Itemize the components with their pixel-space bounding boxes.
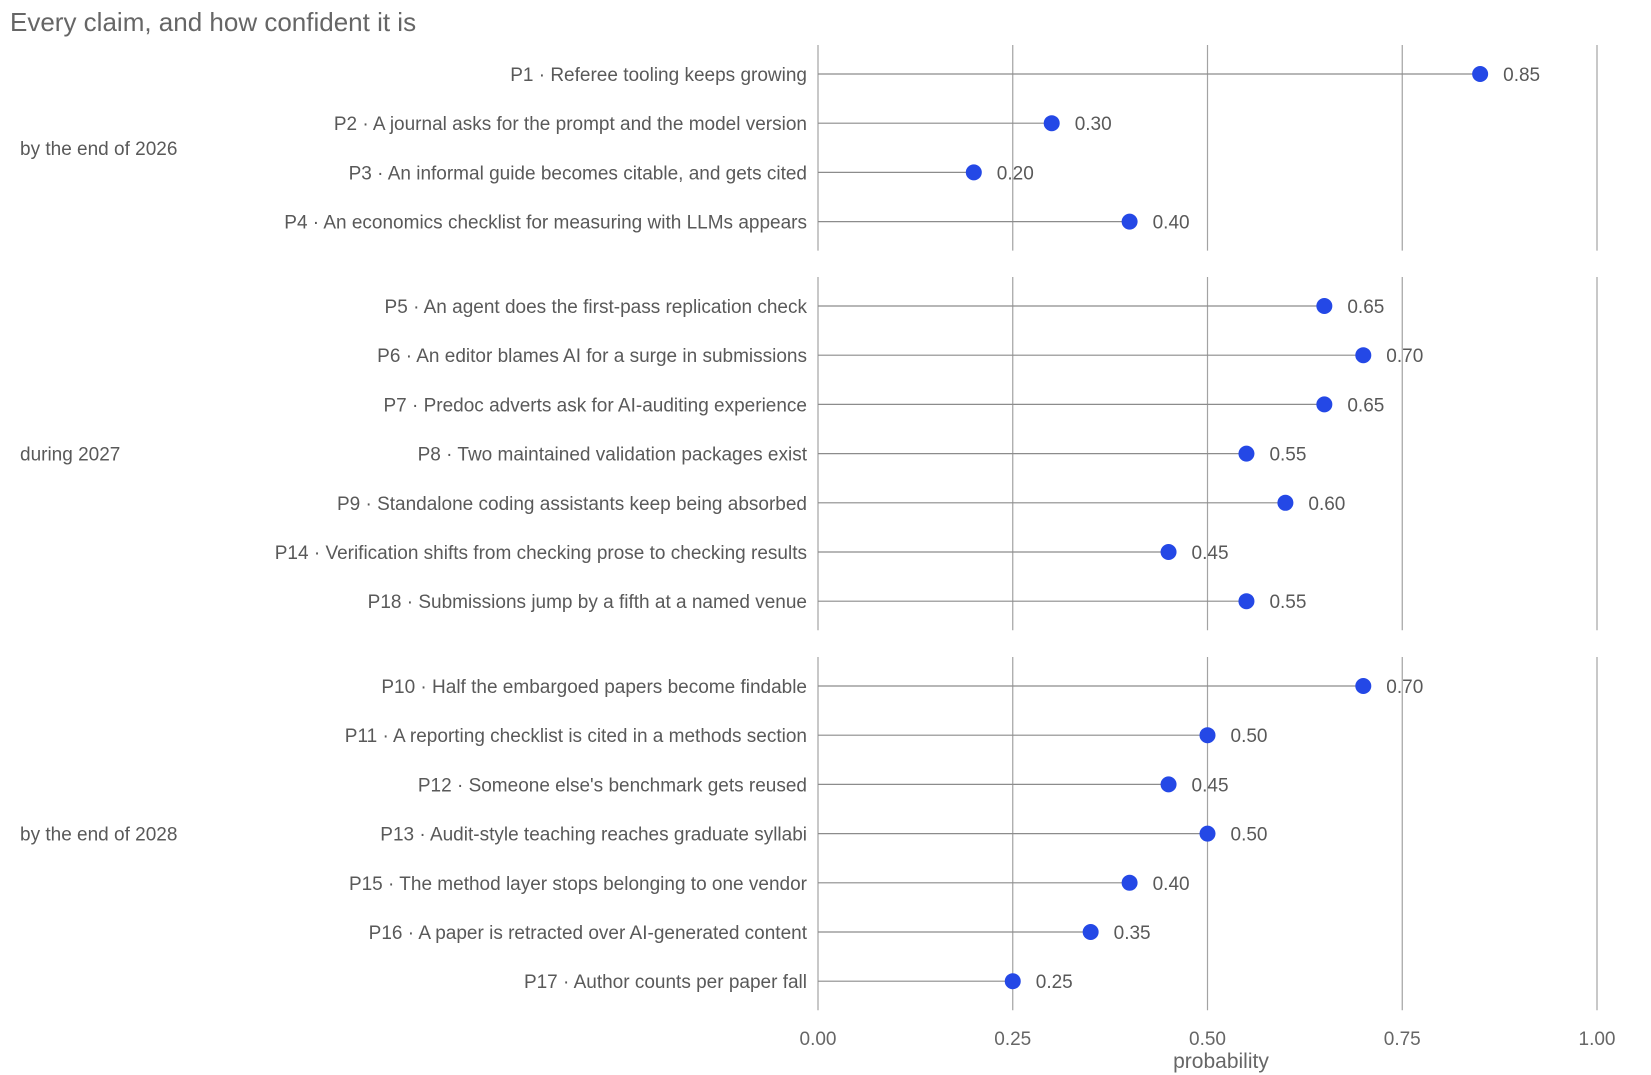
x-tick-label: 0.25 [994, 1029, 1031, 1050]
data-point [1160, 544, 1177, 560]
data-point [1355, 678, 1372, 694]
value-label: 0.20 [997, 163, 1034, 184]
category-label: P14 · Verification shifts from checking … [275, 543, 807, 564]
category-label: P18 · Submissions jump by a fifth at a n… [368, 592, 807, 613]
value-label: 0.55 [1269, 445, 1306, 466]
value-label: 0.30 [1075, 114, 1112, 135]
category-label: P10 · Half the embargoed papers become f… [381, 677, 807, 698]
value-label: 0.50 [1231, 726, 1268, 747]
data-point [1472, 66, 1489, 82]
panel-2: during 2027 P5 · An agent does the first-… [20, 277, 1598, 631]
value-label: 0.55 [1269, 592, 1306, 613]
category-label: P2 · A journal asks for the prompt and t… [334, 114, 807, 135]
data-point [1316, 396, 1333, 413]
category-label: P13 · Audit-style teaching reaches gradu… [380, 825, 807, 846]
data-point [1121, 213, 1138, 230]
value-label: 0.50 [1231, 825, 1268, 846]
value-label: 0.65 [1347, 297, 1384, 318]
data-point [1043, 115, 1060, 132]
data-point [1199, 825, 1216, 842]
value-label: 0.70 [1386, 677, 1423, 698]
category-label: P16 · A paper is retracted over AI-gener… [369, 923, 808, 944]
panel-3: by the end of 2028 P10 · Half the embargo… [20, 657, 1598, 1011]
value-label: 0.85 [1503, 65, 1540, 86]
category-label: P11 · A reporting checklist is cited in … [345, 726, 807, 747]
category-label: P7 · Predoc adverts ask for AI-auditing … [383, 395, 807, 416]
data-point [1277, 494, 1294, 511]
category-label: P15 · The method layer stops belonging t… [349, 874, 808, 895]
value-label: 0.25 [1036, 972, 1073, 993]
group-label: during 2027 [20, 445, 120, 466]
value-label: 0.45 [1192, 775, 1229, 796]
category-label: P5 · An agent does the first-pass replic… [385, 297, 808, 318]
x-axis: 0.00 0.25 0.50 0.75 1.00 [800, 1029, 1616, 1050]
category-label: P3 · An informal guide becomes citable, … [349, 163, 807, 184]
x-tick-label: 1.00 [1579, 1029, 1616, 1050]
group-label: by the end of 2026 [20, 139, 177, 160]
value-label: 0.60 [1308, 494, 1345, 515]
value-label: 0.40 [1153, 213, 1190, 234]
value-label: 0.40 [1153, 874, 1190, 895]
x-tick-label: 0.75 [1384, 1029, 1421, 1050]
data-point [1316, 298, 1333, 314]
chart-panels: by the end of 2026 P1 · Referee tooling k… [20, 45, 1598, 1011]
x-axis-title: probability [1173, 1050, 1269, 1073]
value-label: 0.35 [1114, 923, 1151, 944]
x-tick-label: 0.50 [1189, 1029, 1226, 1050]
data-point [965, 164, 982, 181]
value-label: 0.70 [1386, 346, 1423, 367]
category-label: P9 · Standalone coding assistants keep b… [337, 494, 807, 515]
panel-1: by the end of 2026 P1 · Referee tooling k… [20, 45, 1598, 251]
category-label: P17 · Author counts per paper fall [524, 972, 807, 993]
data-point [1082, 924, 1099, 940]
data-point [1355, 347, 1372, 364]
data-point [1238, 593, 1255, 610]
data-point [1160, 776, 1177, 793]
value-label: 0.65 [1347, 395, 1384, 416]
category-label: P4 · An economics checklist for measurin… [284, 213, 807, 234]
data-point [1238, 445, 1255, 462]
chart-title: Every claim, and how confident it is [10, 7, 416, 37]
category-label: P12 · Someone else's benchmark gets reus… [418, 775, 807, 796]
x-tick-label: 0.00 [800, 1029, 837, 1050]
data-point [1004, 973, 1021, 990]
category-label: P1 · Referee tooling keeps growing [510, 65, 807, 86]
category-label: P8 · Two maintained validation packages … [418, 445, 808, 466]
category-label: P6 · An editor blames AI for a surge in … [377, 346, 807, 367]
data-point [1199, 727, 1216, 744]
data-point [1121, 874, 1138, 891]
value-label: 0.45 [1192, 543, 1229, 564]
group-label: by the end of 2028 [20, 825, 177, 846]
